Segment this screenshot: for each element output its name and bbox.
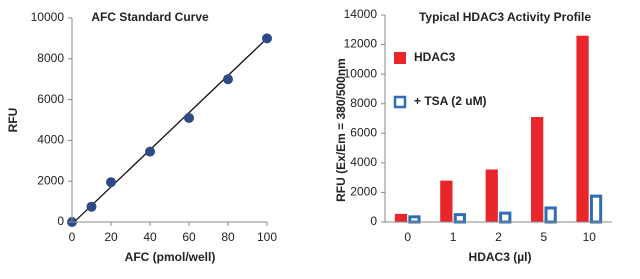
bar xyxy=(453,213,466,224)
point xyxy=(145,146,155,157)
y-tick-label: 8000 xyxy=(37,51,64,65)
x-tick-label: 10 xyxy=(583,230,597,244)
y-axis-label: RFU xyxy=(6,108,20,133)
x-tick-label: 100 xyxy=(257,230,277,244)
y-tick-label: 0 xyxy=(370,214,377,228)
trendline xyxy=(71,37,268,225)
x-tick-label: 0 xyxy=(69,230,76,244)
legend-label: + TSA (2 uM) xyxy=(414,94,487,108)
bar xyxy=(544,206,557,224)
legend-label: HDAC3 xyxy=(414,50,456,64)
bar xyxy=(531,117,544,222)
point xyxy=(86,201,97,212)
y-tick-label: 8000 xyxy=(350,96,377,110)
bar xyxy=(499,211,512,224)
y-tick-label: 0 xyxy=(57,214,64,228)
y-tick-label: 4000 xyxy=(350,155,377,169)
y-tick-label: 12000 xyxy=(344,37,378,51)
y-axis-label: RFU (Ex/Em = 380/500nm xyxy=(334,58,348,202)
y-tick-label: 10000 xyxy=(31,10,65,24)
x-axis-label: AFC (pmol/well) xyxy=(125,250,216,264)
y-tick-label: 2000 xyxy=(350,185,377,199)
legend-swatch xyxy=(394,52,406,64)
bar xyxy=(394,213,408,222)
y-tick-label: 14000 xyxy=(344,7,378,21)
x-tick-label: 20 xyxy=(104,230,118,244)
point xyxy=(184,112,194,123)
x-axis-label: HDAC3 (µl) xyxy=(469,250,532,264)
x-tick-label: 2 xyxy=(495,230,502,244)
y-tick-label: 6000 xyxy=(350,125,377,139)
x-tick-label: 0 xyxy=(404,230,411,244)
y-tick-label: 6000 xyxy=(37,92,64,106)
legend-swatch xyxy=(393,95,407,109)
x-tick-label: 1 xyxy=(450,230,457,244)
y-tick-label: 4000 xyxy=(37,133,64,147)
point xyxy=(223,74,233,85)
bar xyxy=(576,35,589,223)
bar xyxy=(485,169,498,222)
x-tick-label: 80 xyxy=(221,230,235,244)
x-tick-label: 60 xyxy=(182,230,196,244)
chart-title: Typical HDAC3 Activity Profile xyxy=(419,10,591,24)
x-tick-label: 5 xyxy=(541,230,548,244)
bar xyxy=(408,215,421,224)
point xyxy=(106,177,116,188)
chart-title: AFC Standard Curve xyxy=(91,10,209,24)
x-tick-label: 40 xyxy=(143,230,157,244)
bar xyxy=(589,194,603,224)
point xyxy=(262,33,272,44)
y-tick-label: 2000 xyxy=(37,173,64,187)
bar xyxy=(440,180,453,222)
y-tick-label: 10000 xyxy=(344,66,378,80)
